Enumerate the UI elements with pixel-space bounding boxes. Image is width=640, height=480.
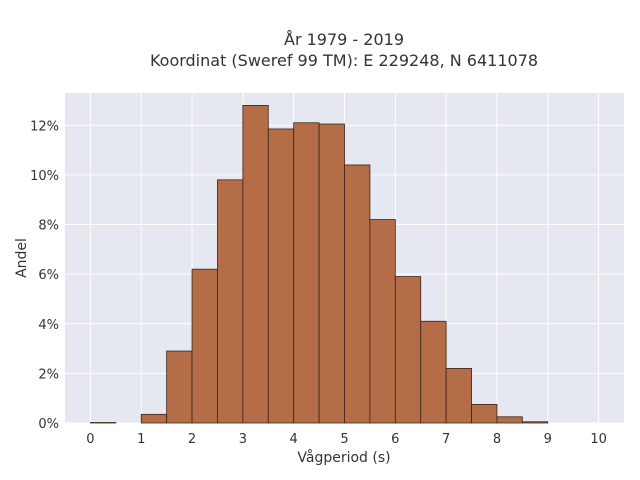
y-tick-label: 12%	[30, 119, 59, 134]
x-axis-label: Vågperiod (s)	[297, 449, 390, 466]
x-tick-label: 10	[590, 432, 607, 447]
y-axis-label: Andel	[14, 238, 30, 278]
histogram-bar	[344, 164, 371, 424]
histogram-bar	[166, 350, 193, 424]
x-tick-label: 1	[137, 432, 145, 447]
histogram-bar	[496, 416, 523, 424]
histogram-bar	[369, 219, 396, 424]
histogram-bar	[140, 413, 168, 424]
histogram-bar	[293, 122, 320, 424]
x-tick-label: 9	[544, 432, 552, 447]
chart-title: År 1979 - 2019	[284, 30, 404, 49]
y-tick-label: 8%	[38, 219, 59, 234]
histogram-bar	[267, 128, 295, 424]
x-tick-label: 3	[239, 432, 247, 447]
x-tick-label: 6	[391, 432, 399, 447]
x-tick-label: 8	[493, 432, 501, 447]
histogram-bar	[420, 320, 447, 424]
x-tick-label: 4	[290, 432, 298, 447]
histogram-bar	[217, 179, 244, 424]
y-tick-label: 2%	[38, 367, 59, 382]
y-tick-label: 0%	[38, 417, 59, 432]
histogram-bar	[445, 368, 472, 424]
y-axis-ticks: 0% 2% 4% 6% 8% 10% 12%	[30, 119, 59, 432]
histogram-bar	[318, 123, 345, 424]
histogram-bar	[242, 105, 269, 424]
histogram-bar	[471, 403, 498, 424]
histogram-bar	[394, 276, 422, 424]
x-tick-label: 5	[340, 432, 348, 447]
y-tick-label: 6%	[38, 268, 59, 283]
x-tick-label: 7	[442, 432, 450, 447]
x-tick-label: 2	[188, 432, 196, 447]
histogram-bar	[521, 421, 549, 424]
chart-subtitle: Koordinat (Sweref 99 TM): E 229248, N 64…	[150, 51, 538, 70]
x-tick-label: 0	[86, 432, 94, 447]
bars-group	[90, 105, 549, 424]
histogram-bar	[191, 268, 218, 424]
x-axis-ticks: 0 1 2 3 4 5 6 7 8 9 10	[86, 432, 607, 447]
y-tick-label: 10%	[30, 169, 59, 184]
y-tick-label: 4%	[38, 318, 59, 333]
